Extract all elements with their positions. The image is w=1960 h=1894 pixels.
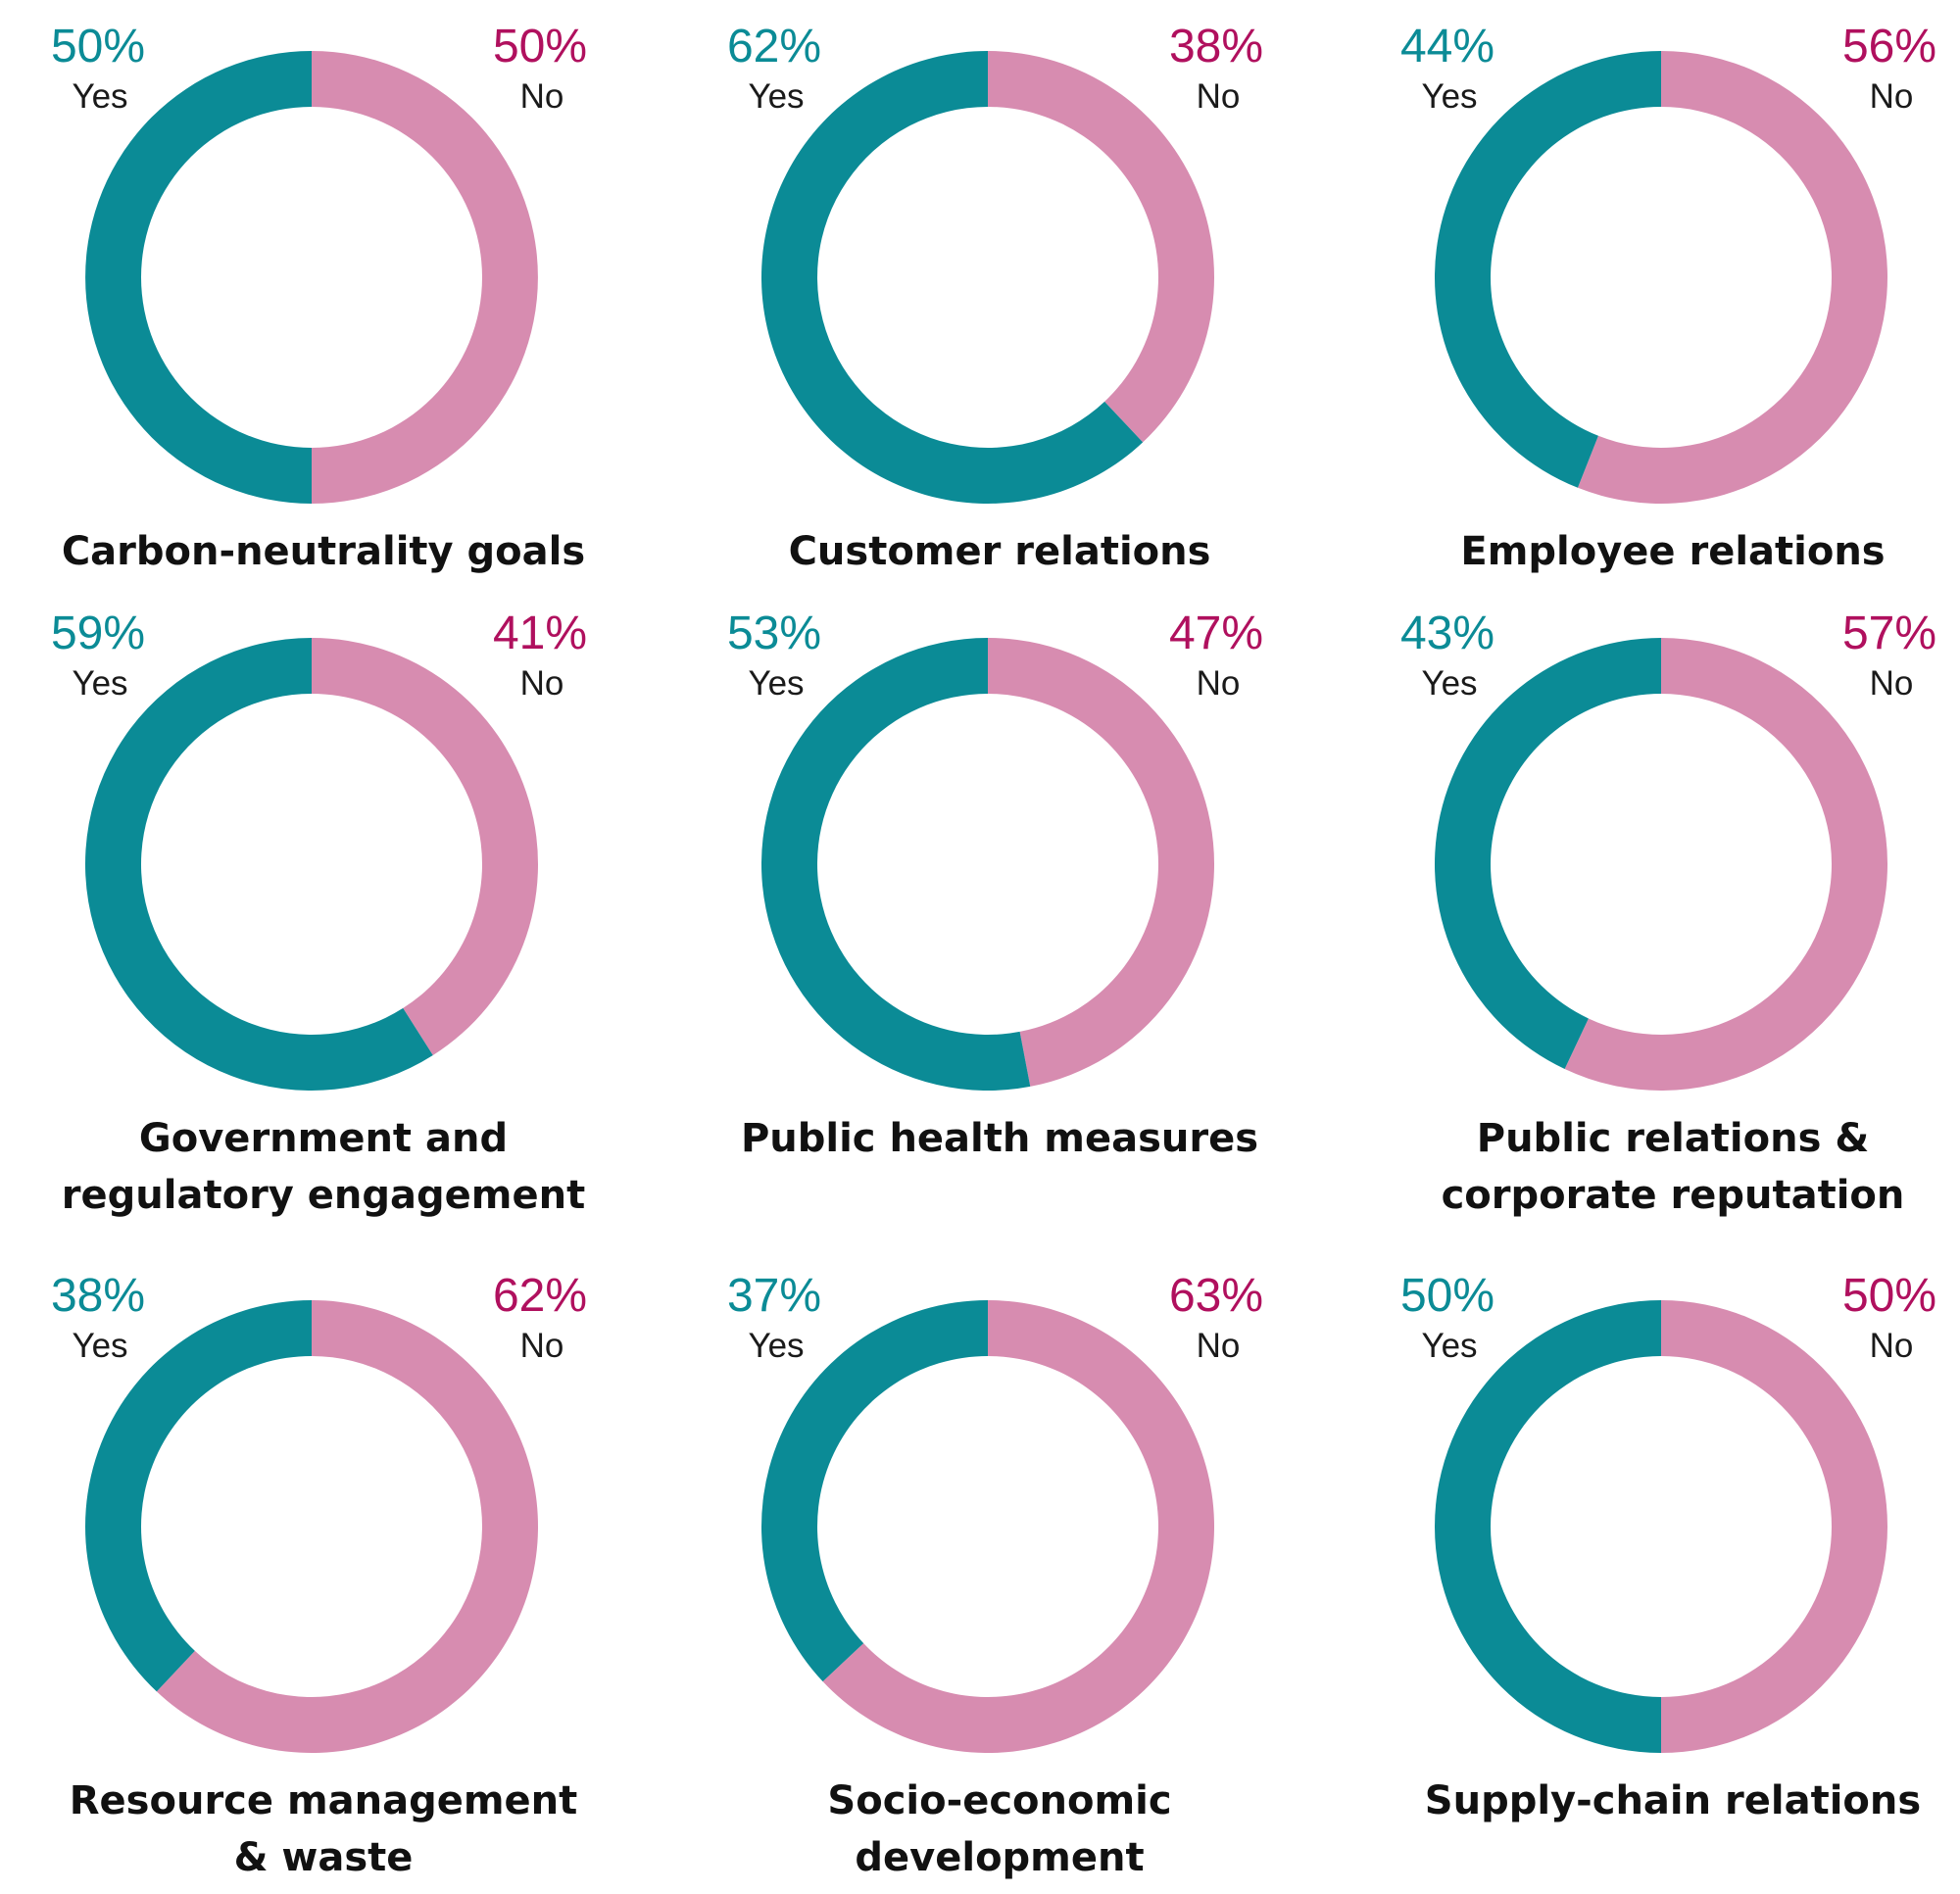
- slice-yes: [1435, 1300, 1661, 1753]
- slice-no: [1577, 51, 1887, 504]
- slice-yes: [760, 638, 1031, 1091]
- yes-percent-label: 44%: [1400, 21, 1494, 73]
- no-percent-label: 38%: [1169, 21, 1263, 73]
- slice-no: [988, 51, 1214, 443]
- no-percent-label: 50%: [1842, 1270, 1936, 1322]
- yes-legend-label: Yes: [1421, 77, 1477, 116]
- donut-chart-7: 38% Yes 62% No Resource management & waste: [51, 1270, 587, 1880]
- no-legend-label: No: [520, 1327, 564, 1365]
- yes-percent-label: 50%: [1400, 1270, 1494, 1322]
- chart-title-line-2: & waste: [234, 1835, 414, 1880]
- donut-chart-9: 50% Yes 50% No Supply-chain relations: [1400, 1270, 1936, 1823]
- chart-title-line-1: Employee relations: [1460, 529, 1885, 574]
- yes-percent-label: 62%: [727, 21, 821, 73]
- no-percent-label: 50%: [493, 21, 587, 73]
- chart-title-line-2: regulatory engagement: [62, 1173, 585, 1218]
- yes-legend-label: Yes: [72, 77, 127, 116]
- no-legend-label: No: [520, 664, 564, 703]
- slice-no: [312, 638, 539, 1056]
- slice-yes: [85, 51, 313, 504]
- donut-chart-3: 44% Yes 56% No Employee relations: [1400, 21, 1936, 574]
- no-legend-label: No: [1197, 664, 1241, 703]
- chart-title-line-1: Resource management: [70, 1778, 578, 1823]
- donut-chart-6: 43% Yes 57% No Public relations & corporate r…: [1400, 607, 1936, 1218]
- slice-no: [156, 1300, 539, 1753]
- no-legend-label: No: [1870, 77, 1914, 116]
- yes-percent-label: 59%: [51, 607, 145, 659]
- yes-legend-label: Yes: [748, 77, 804, 116]
- slice-no: [988, 638, 1214, 1087]
- yes-legend-label: Yes: [748, 1327, 804, 1365]
- chart-title-line-1: Socio-economic: [827, 1778, 1171, 1823]
- chart-title-line-1: Public health measures: [741, 1116, 1258, 1161]
- slice-yes: [761, 1300, 988, 1682]
- yes-legend-label: Yes: [72, 664, 127, 703]
- chart-title-line-1: Supply-chain relations: [1425, 1778, 1921, 1823]
- no-legend-label: No: [1197, 1327, 1241, 1365]
- chart-title-line-2: development: [855, 1835, 1144, 1880]
- yes-legend-label: Yes: [1421, 1327, 1477, 1365]
- no-legend-label: No: [1197, 77, 1241, 116]
- yes-legend-label: Yes: [72, 1327, 127, 1365]
- slice-no: [822, 1300, 1215, 1753]
- donut-chart-8: 37% Yes 63% No Socio-economic development: [727, 1270, 1263, 1880]
- slice-no: [1661, 1300, 1887, 1753]
- slice-yes: [85, 638, 433, 1091]
- no-percent-label: 57%: [1842, 607, 1936, 659]
- slice-no: [312, 51, 538, 504]
- donut-chart-1: 50% Yes 50% No Carbon-neutrality goals: [51, 21, 587, 574]
- chart-title-line-1: Carbon-neutrality goals: [62, 529, 585, 574]
- no-percent-label: 47%: [1169, 607, 1263, 659]
- no-percent-label: 62%: [493, 1270, 587, 1322]
- chart-title-line-2: corporate reputation: [1442, 1173, 1905, 1218]
- chart-title-line-1: Government and: [139, 1116, 508, 1161]
- yes-legend-label: Yes: [748, 664, 804, 703]
- slice-yes: [760, 51, 1144, 504]
- slice-yes: [85, 1300, 312, 1692]
- no-percent-label: 56%: [1842, 21, 1936, 73]
- slice-yes: [1434, 50, 1661, 488]
- no-percent-label: 63%: [1169, 1270, 1263, 1322]
- donut-chart-4: 59% Yes 41% No Government and regulatory enga…: [51, 607, 587, 1218]
- slice-no: [1564, 638, 1888, 1091]
- yes-percent-label: 38%: [51, 1270, 145, 1322]
- yes-percent-label: 37%: [727, 1270, 821, 1322]
- donut-chart-5: 53% Yes 47% No Public health measures: [727, 607, 1263, 1161]
- no-legend-label: No: [1870, 664, 1914, 703]
- yes-percent-label: 50%: [51, 21, 145, 73]
- yes-percent-label: 43%: [1400, 607, 1494, 659]
- chart-title-line-1: Public relations &: [1477, 1116, 1869, 1161]
- slice-yes: [1435, 638, 1661, 1070]
- no-percent-label: 41%: [493, 607, 587, 659]
- chart-title-line-1: Customer relations: [789, 529, 1211, 574]
- yes-percent-label: 53%: [727, 607, 821, 659]
- no-legend-label: No: [520, 77, 564, 116]
- yes-legend-label: Yes: [1421, 664, 1477, 703]
- donut-chart-2: 62% Yes 38% No Customer relations: [727, 21, 1263, 574]
- no-legend-label: No: [1870, 1327, 1914, 1365]
